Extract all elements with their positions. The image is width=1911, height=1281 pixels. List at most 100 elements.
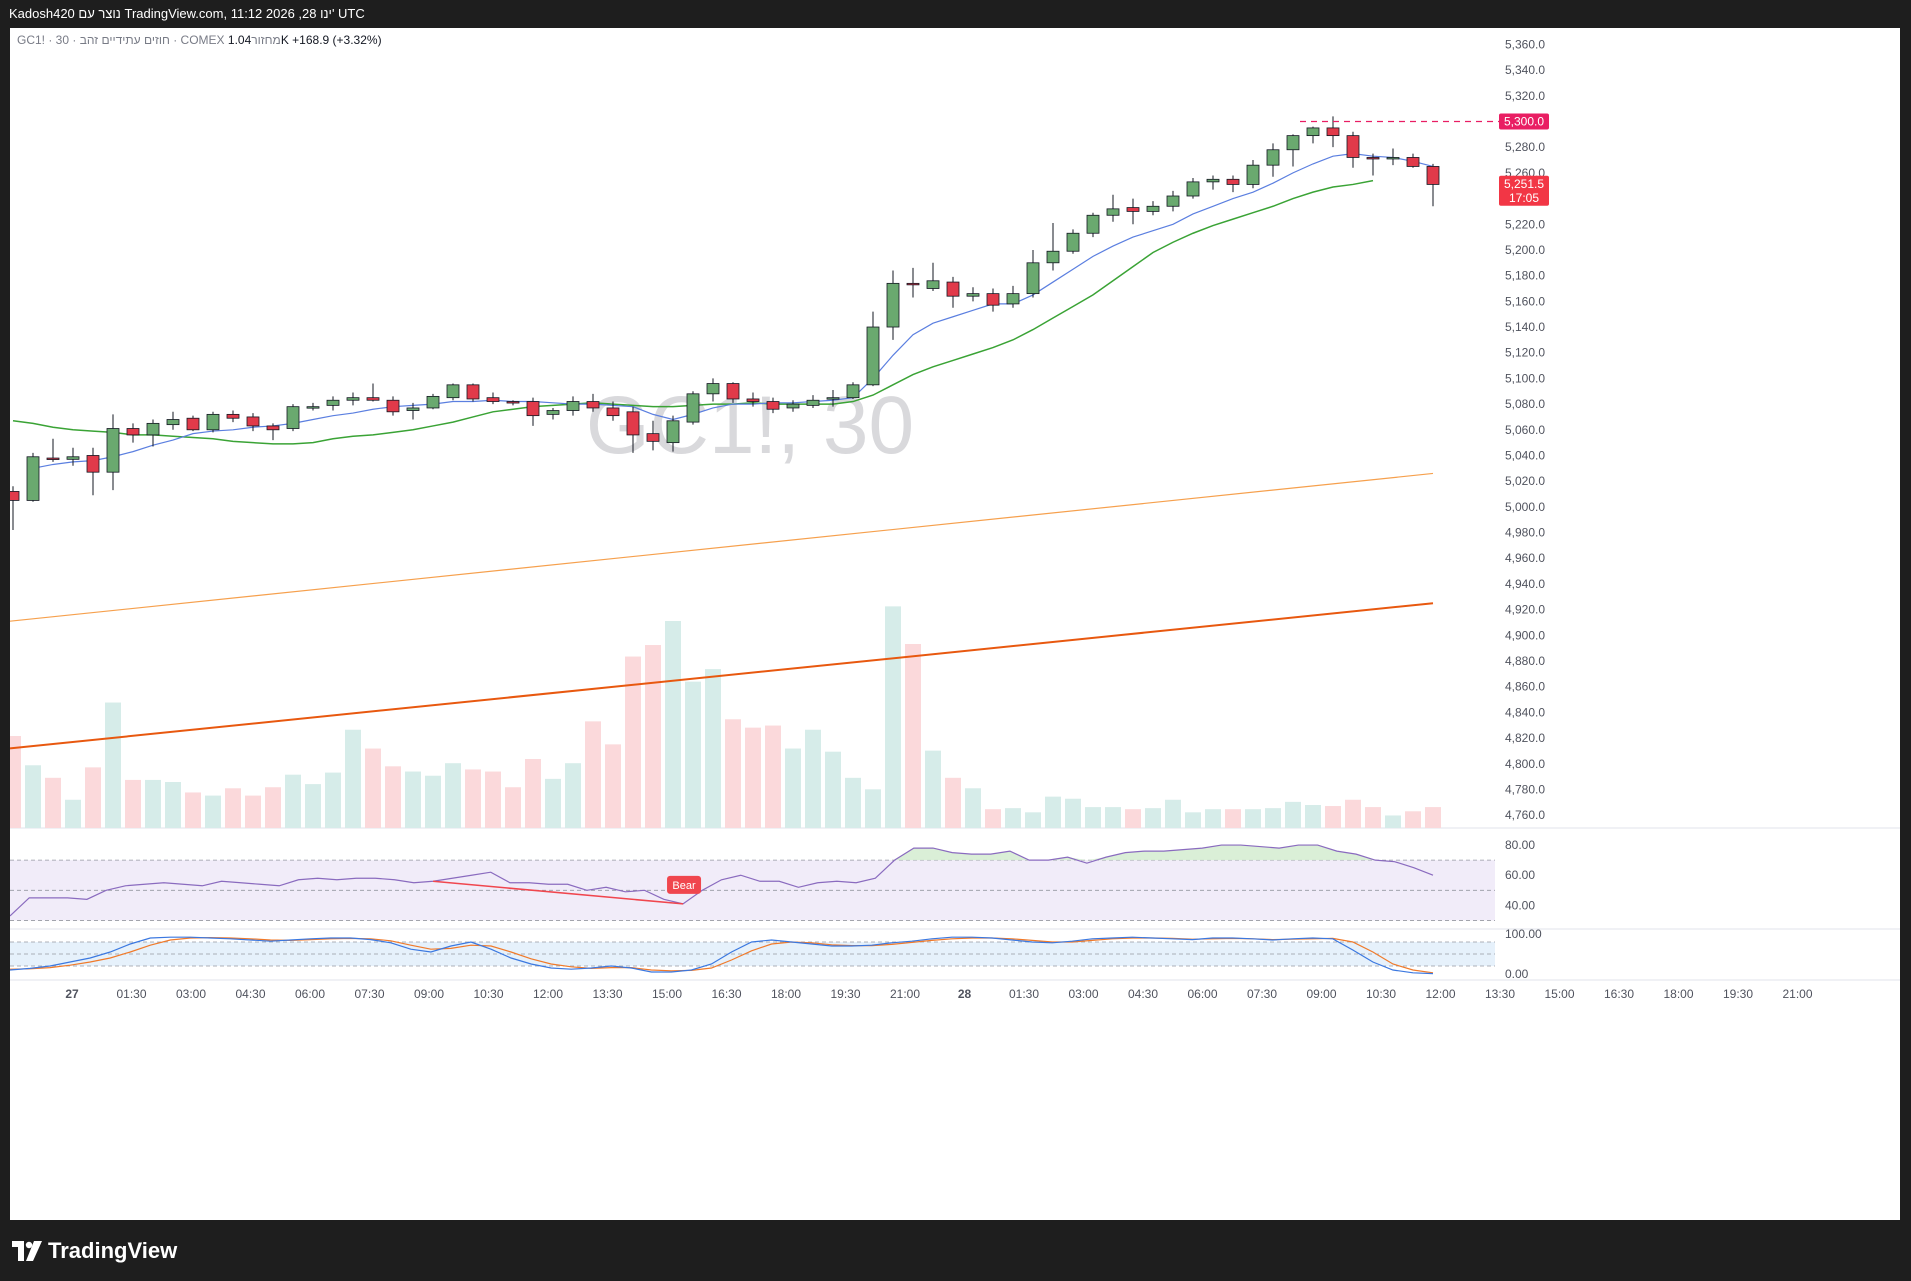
candle-body — [326, 399, 340, 406]
volume-bar — [765, 725, 781, 828]
volume-bar — [145, 779, 161, 828]
candle-body — [686, 393, 700, 423]
candle-body — [926, 280, 940, 289]
volume-bar — [585, 721, 601, 828]
chart-frame[interactable]: GC1!, 305,360.05,340.05,320.05,300.05,28… — [10, 28, 1900, 1220]
candle-body — [446, 384, 460, 399]
ema-long-line — [10, 602, 1434, 750]
price-tick-label: 5,360.0 — [1505, 37, 1545, 51]
countdown-label: 17:05 — [1509, 191, 1539, 205]
volume-bar — [865, 789, 881, 828]
candle-body — [1146, 205, 1160, 212]
volume-bar — [625, 656, 641, 828]
candle-body — [66, 456, 80, 460]
price-tick-label: 4,760.0 — [1505, 808, 1545, 822]
volume-bar — [245, 795, 261, 828]
volume-bar — [985, 809, 1001, 828]
candle-body — [1186, 181, 1200, 197]
candle-body — [806, 399, 820, 406]
volume-bar — [125, 779, 141, 828]
candle-body — [1286, 135, 1300, 151]
candle-body — [246, 416, 260, 427]
volume-bar — [465, 769, 481, 828]
volume-bar — [745, 727, 761, 828]
price-tick-label: 5,060.0 — [1505, 423, 1545, 437]
candle-body — [1326, 127, 1340, 137]
rsi-tick-label: 40.00 — [1505, 898, 1535, 912]
price-tick-label: 5,220.0 — [1505, 217, 1545, 231]
price-tick-label: 4,960.0 — [1505, 551, 1545, 565]
candle-body — [766, 401, 780, 410]
volume-bar — [505, 787, 521, 828]
volume-bar — [1405, 811, 1421, 828]
volume-bar — [1325, 806, 1341, 828]
price-tick-label: 4,900.0 — [1505, 628, 1545, 642]
candle-body — [366, 397, 380, 401]
volume-bar — [285, 774, 301, 828]
candle-body — [1406, 157, 1420, 167]
volume-bar — [1085, 807, 1101, 828]
volume-bar — [645, 645, 661, 828]
candle-body — [1206, 178, 1220, 183]
time-tick-label: 12:00 — [533, 987, 563, 1001]
candle-body — [1346, 135, 1360, 158]
price-tick-label: 4,860.0 — [1505, 680, 1545, 694]
chart-svg[interactable]: GC1!, 305,360.05,340.05,320.05,300.05,28… — [10, 28, 1900, 1220]
volume-bar — [1225, 809, 1241, 828]
rsi-tick-label: 60.00 — [1505, 868, 1535, 882]
volume-bar — [165, 782, 181, 828]
volume-bar — [1165, 799, 1181, 828]
candle-body — [86, 455, 100, 473]
time-tick-label: 13:30 — [592, 987, 622, 1001]
rsi-tick-label: 80.00 — [1505, 838, 1535, 852]
price-tick-label: 4,880.0 — [1505, 654, 1545, 668]
time-tick-label: 01:30 — [116, 987, 146, 1001]
candle-body — [266, 425, 280, 431]
candle-body — [786, 403, 800, 409]
volume-bar — [785, 748, 801, 828]
volume-bar — [1245, 809, 1261, 828]
price-tick-label: 4,840.0 — [1505, 705, 1545, 719]
time-tick-label: 12:00 — [1425, 987, 1455, 1001]
volume-bar — [405, 771, 421, 828]
candle-body — [466, 384, 480, 400]
candle-body — [1306, 127, 1320, 137]
candle-body — [1386, 157, 1400, 160]
volume-bar — [1265, 808, 1281, 828]
time-tick-label: 03:00 — [176, 987, 206, 1001]
volume-bar — [1125, 809, 1141, 828]
volume-bar — [1345, 799, 1361, 828]
candle-body — [826, 397, 840, 400]
footer-brand-text: TradingView — [48, 1238, 178, 1263]
candle-body — [1126, 207, 1140, 212]
price-tick-label: 5,020.0 — [1505, 474, 1545, 488]
candle-body — [586, 401, 600, 409]
volume-bar — [1045, 796, 1061, 828]
volume-bar — [1025, 812, 1041, 828]
time-tick-label: 28 — [958, 987, 972, 1001]
legend-symbol: GC1! · 30 · חוזים עתידיים זהב · COMEX — [17, 33, 225, 47]
time-tick-label: 16:30 — [711, 987, 741, 1001]
price-tick-label: 5,200.0 — [1505, 243, 1545, 257]
candle-body — [726, 383, 740, 400]
candle-body — [506, 401, 520, 404]
volume-bar — [305, 784, 321, 828]
candle-body — [1006, 293, 1020, 305]
time-tick-label: 03:00 — [1068, 987, 1098, 1001]
volume-bar — [1425, 807, 1441, 828]
price-tick-label: 4,980.0 — [1505, 526, 1545, 540]
alert-price-badge — [1499, 113, 1549, 130]
volume-bar — [25, 765, 41, 828]
footer-brand[interactable]: TradingView — [12, 1238, 178, 1263]
candle-body — [1066, 232, 1080, 252]
time-tick-label: 19:30 — [1723, 987, 1753, 1001]
volume-bar — [45, 777, 61, 828]
candle-body — [526, 401, 540, 417]
stoch-k-line — [10, 936, 1434, 975]
time-tick-label: 13:30 — [1485, 987, 1515, 1001]
time-tick-label: 01:30 — [1009, 987, 1039, 1001]
candle-body — [746, 398, 760, 402]
volume-bar — [685, 681, 701, 828]
candle-body — [666, 420, 680, 444]
candle-body — [906, 282, 920, 286]
